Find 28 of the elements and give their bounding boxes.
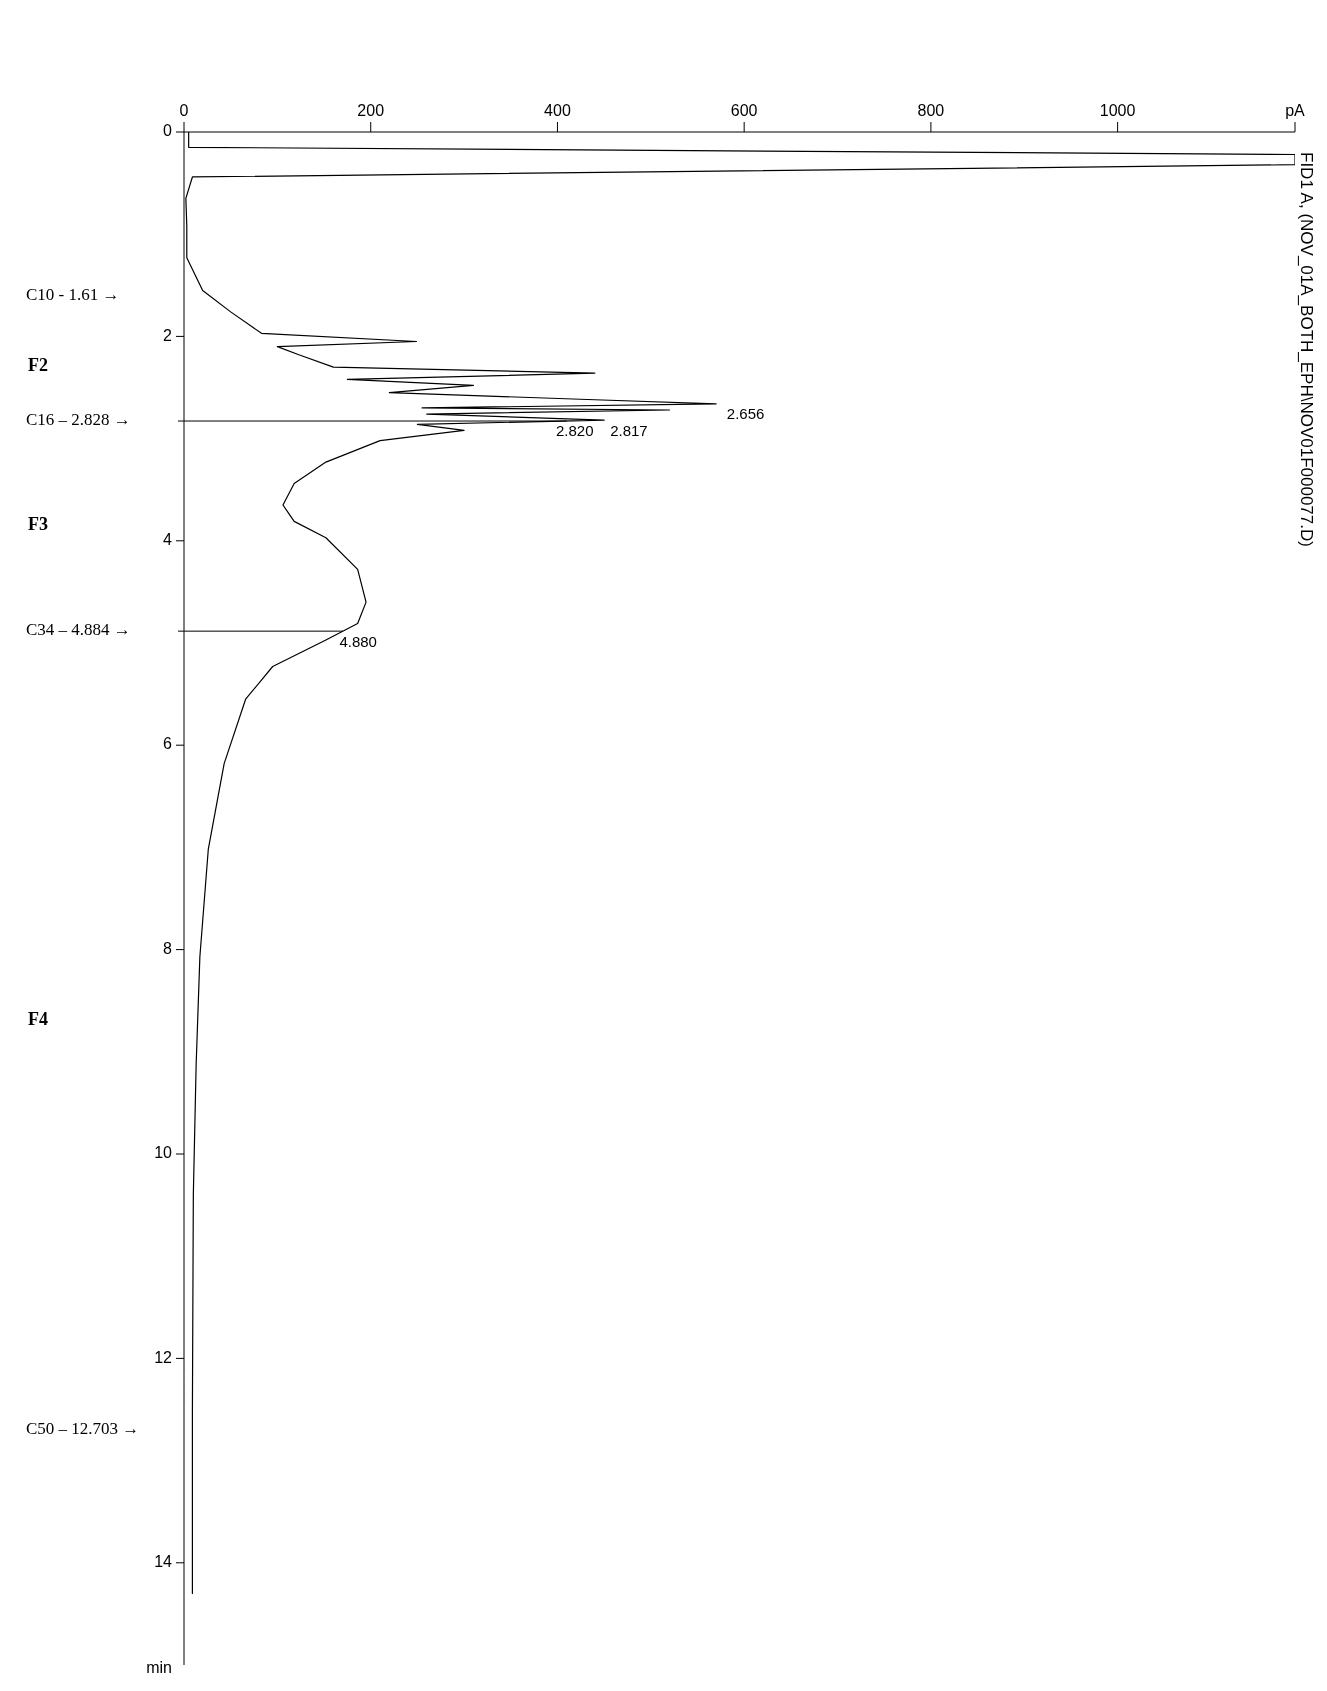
- ref-line-label: C16 – 2.828 →: [26, 409, 131, 429]
- y-tick-label: 14: [154, 1553, 173, 1571]
- text: C10 - 1.61 →: [26, 284, 120, 304]
- y-tick-label: 6: [163, 735, 173, 753]
- annotation: 2.820: [555, 422, 594, 440]
- text: F4: [28, 1009, 48, 1030]
- y-tick-label: 12: [154, 1348, 173, 1366]
- x-tick-label: 0: [179, 102, 189, 119]
- x-tick-label: 400: [544, 102, 571, 119]
- y-tick-label: 10: [154, 1144, 173, 1162]
- x-axis-title: pA: [1285, 102, 1306, 119]
- y-tick-label: 0: [163, 122, 173, 140]
- x-tick-label: 800: [917, 102, 945, 119]
- annotation: 2.656: [726, 405, 765, 423]
- y-tick-label: 4: [163, 531, 173, 549]
- y-tick-label: 2: [163, 326, 173, 344]
- text: C50 – 12.703 →: [26, 1419, 140, 1439]
- y-tick-label: 8: [163, 939, 173, 957]
- ref-line-label: C34 – 4.884 →: [26, 620, 131, 640]
- x-tick-label: 600: [730, 102, 758, 119]
- y-axis-title: min: [146, 1659, 172, 1677]
- x-tick-label: 1000: [1099, 102, 1136, 119]
- annotation: 2.817: [610, 422, 648, 440]
- text: F2: [28, 354, 48, 375]
- text: FID1 A, (NOV_01A_BOTH_EPH\NOV01F000077.D): [1296, 152, 1316, 547]
- x-tick-label: 200: [357, 102, 385, 119]
- text: F3: [28, 514, 48, 535]
- annotation: 4.880: [339, 632, 377, 650]
